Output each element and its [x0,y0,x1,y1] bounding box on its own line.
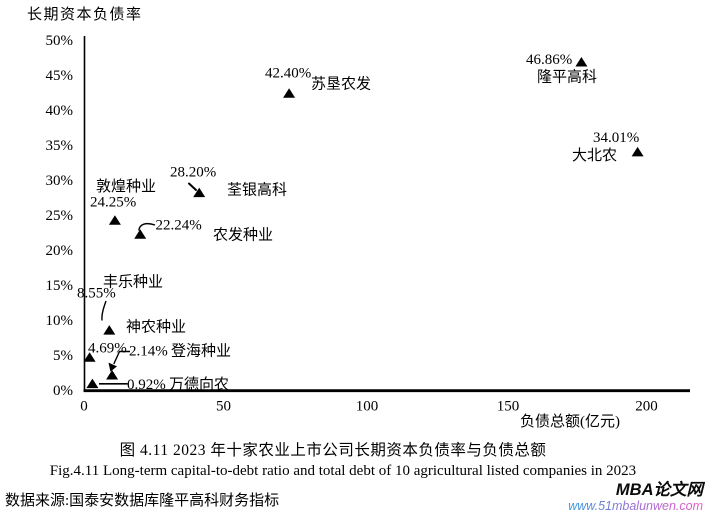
y-axis-title: 长期资本负债率 [27,6,143,23]
watermark-url: www.51mbalunwen.com [568,498,703,513]
triangle-marker [134,229,147,239]
y-tick: 5% [53,348,73,364]
point-name: 登海种业 [171,343,231,360]
y-tick-labels: 50% 45% 40% 35% 30% 25% 20% 15% 10% 5% 0… [46,33,74,399]
point-name: 丰乐种业 [103,274,163,291]
y-tick: 10% [46,313,74,329]
point-value: 46.86% [526,52,572,68]
point-name: 万德向农 [169,375,229,393]
y-tick: 40% [46,103,74,119]
data-source-note: 数据来源:国泰安数据库隆平高科财务指标 [5,493,280,509]
point-name: 大北农 [572,147,617,164]
triangle-marker [83,352,96,362]
point-name: 神农种业 [126,319,186,336]
y-tick: 45% [46,68,74,84]
pointer-line [138,222,156,231]
point-value: 2.14% [129,344,168,360]
pointer-line [113,350,130,365]
pointer-arrowhead [108,362,117,372]
x-tick-labels: 0 50 100 150 200 [80,399,658,415]
point-name: 隆平高科 [537,69,597,86]
y-tick: 30% [46,173,74,189]
y-tick: 35% [46,138,74,154]
pointer-line [188,182,197,191]
triangle-marker [86,378,99,389]
x-axis-title: 负债总额(亿元) [520,413,620,430]
data-point-fengle: 丰乐种业 8.55% [77,274,163,335]
triangle-marker [103,325,116,335]
data-point-wandexiangnong: 0.92% 万德向农 [86,375,229,393]
x-tick: 100 [356,399,379,415]
y-tick: 0% [53,383,73,399]
point-value: 4.69% [88,341,127,357]
y-tick: 15% [46,278,74,294]
point-name: 荃银高科 [227,182,287,199]
point-value: 34.01% [593,130,639,146]
data-point-dunhuang: 敦煌种业 24.25% [90,178,156,225]
pointer-line [101,300,107,321]
point-value: 24.25% [90,195,136,211]
triangle-marker [193,187,206,198]
x-tick: 50 [216,399,231,415]
data-point-suken: 42.40% 苏垦农发 [265,66,371,98]
point-value: 0.92% [127,377,166,393]
point-name: 农发种业 [213,227,273,244]
scatter-chart: 长期资本负债率 负债总额(亿元) 50% 45% 40% 35% 30% 25%… [27,6,690,430]
data-point-shennong: 神农种业 4.69% [83,319,186,362]
point-name: 敦煌种业 [96,178,156,195]
point-value: 28.20% [170,165,216,181]
figure-caption-zh: 图 4.11 2023 年十家农业上市公司长期资本负债率与负债总额 [119,442,547,459]
x-tick: 150 [497,399,520,415]
x-tick: 0 [80,399,88,415]
point-value: 22.24% [156,218,202,234]
x-tick: 200 [635,399,658,415]
point-value: 8.55% [77,286,116,302]
watermark: MBA论文网 www.51mbalunwen.com [568,481,703,513]
data-point-dabeinong: 34.01% 大北农 [572,130,644,164]
triangle-marker [108,215,121,225]
data-point-longping: 46.86% 隆平高科 [526,52,597,86]
y-tick: 20% [46,243,74,259]
data-point-denghai: 2.14% 登海种业 [106,343,231,380]
triangle-marker [631,146,644,157]
watermark-brand: MBA论文网 [615,481,703,499]
point-value: 42.40% [265,66,311,82]
y-tick: 50% [46,33,74,49]
point-name: 苏垦农发 [311,76,371,93]
data-point-nongfa: 22.24% 农发种业 [134,218,273,244]
figure-caption-en: Fig.4.11 Long-term capital-to-debt ratio… [49,463,637,479]
triangle-marker [283,88,296,98]
data-point-quanyin: 28.20% 荃银高科 [170,165,287,199]
triangle-marker [575,57,588,67]
y-tick: 25% [46,208,74,224]
triangle-marker [106,370,119,380]
